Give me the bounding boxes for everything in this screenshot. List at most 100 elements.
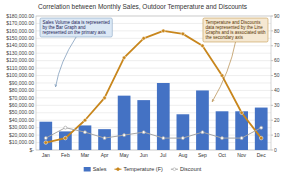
y-tick-label: $130,000.00 bbox=[6, 50, 34, 56]
y-axis: $-$10,000.00$20,000.00$30,000.00$40,000.… bbox=[6, 13, 271, 153]
bar bbox=[196, 90, 209, 150]
callout: Temperature and Discountsdata represente… bbox=[203, 18, 268, 42]
y2-tick-label: 50 bbox=[274, 72, 280, 78]
bar bbox=[177, 114, 190, 150]
point bbox=[181, 32, 185, 36]
grid-line bbox=[36, 97, 271, 98]
legend-item: Sales bbox=[84, 166, 107, 172]
x-tick-label: Jun bbox=[140, 152, 148, 158]
grid-line bbox=[36, 75, 271, 76]
y-tick-label: $- bbox=[30, 147, 35, 153]
x-tick-label: Jul bbox=[160, 152, 166, 158]
chart: $-$10,000.00$20,000.00$30,000.00$40,000.… bbox=[0, 0, 285, 177]
legend-marker bbox=[117, 168, 120, 171]
y-tick-label: $70,000.00 bbox=[9, 95, 34, 101]
legend-item: Discount bbox=[171, 166, 202, 172]
legend-swatch bbox=[84, 167, 91, 172]
x-axis: JanFebMarAprMayJunJulAugSepOctNovDec bbox=[42, 152, 266, 158]
legend-swatch bbox=[114, 169, 121, 170]
callout-text: Sales Volume data is representedby the B… bbox=[43, 20, 111, 35]
point bbox=[44, 141, 48, 145]
y-tick-label: $150,000.00 bbox=[6, 35, 34, 41]
point bbox=[161, 29, 165, 33]
plot-frame bbox=[36, 16, 271, 150]
y2-tick-label: 0 bbox=[274, 147, 277, 153]
legend-marker bbox=[173, 168, 176, 171]
plot-background bbox=[36, 16, 271, 150]
legend-label: Sales bbox=[93, 166, 107, 172]
x-tick-label: Jan bbox=[42, 152, 50, 158]
point bbox=[240, 137, 243, 140]
callout-line: represented on the primary axis bbox=[43, 30, 107, 35]
y-tick-label: $60,000.00 bbox=[9, 102, 34, 108]
point bbox=[221, 137, 224, 140]
point bbox=[83, 131, 86, 134]
point bbox=[260, 126, 263, 129]
x-tick-label: Oct bbox=[218, 152, 226, 158]
point bbox=[64, 126, 67, 129]
callout-arrow bbox=[56, 37, 77, 87]
bar bbox=[216, 111, 229, 150]
point bbox=[123, 134, 126, 137]
legend: Sales Temperature (F) Discount bbox=[84, 166, 202, 172]
y-tick-label: $140,000.00 bbox=[6, 42, 34, 48]
point bbox=[201, 44, 205, 48]
point bbox=[103, 96, 107, 100]
data-layer bbox=[39, 29, 267, 150]
point bbox=[220, 74, 224, 78]
callout: Sales Volume data is representedby the B… bbox=[40, 18, 112, 37]
x-tick-label: May bbox=[119, 152, 129, 158]
point bbox=[181, 137, 184, 140]
callout-box bbox=[40, 18, 112, 37]
x-tick-label: Mar bbox=[81, 152, 90, 158]
callout-line: the secondary axis bbox=[205, 35, 243, 40]
point bbox=[142, 37, 146, 41]
grid-line bbox=[36, 105, 271, 106]
bar bbox=[137, 100, 150, 150]
y2-tick-label: 30 bbox=[274, 102, 280, 108]
x-tick-label: Dec bbox=[257, 152, 266, 158]
y-tick-label: $160,000.00 bbox=[6, 28, 34, 34]
x-tick-label: Aug bbox=[178, 152, 187, 158]
grid-line bbox=[36, 90, 271, 91]
point bbox=[162, 137, 165, 140]
y2-tick-label: 90 bbox=[274, 13, 280, 19]
x-tick-label: Nov bbox=[237, 152, 246, 158]
legend-swatch bbox=[171, 169, 178, 170]
bar bbox=[98, 129, 111, 150]
callout-text: Temperature and Discountsdata represente… bbox=[205, 20, 266, 40]
grid-line bbox=[36, 83, 271, 84]
bar bbox=[255, 108, 268, 150]
y2-tick-label: 20 bbox=[274, 117, 280, 123]
grid-line bbox=[36, 53, 271, 54]
y2-tick-label: 70 bbox=[274, 42, 280, 48]
y-tick-label: $180,000.00 bbox=[6, 13, 34, 19]
point bbox=[142, 131, 145, 134]
y-tick-label: $50,000.00 bbox=[9, 109, 34, 115]
x-tick-label: Sep bbox=[198, 152, 207, 158]
point bbox=[44, 137, 47, 140]
y-tick-label: $30,000.00 bbox=[9, 124, 34, 130]
y2-tick-label: 10 bbox=[274, 132, 280, 138]
title: Correlation between Monthly Sales, Outdo… bbox=[38, 3, 248, 11]
point bbox=[103, 137, 106, 140]
line bbox=[46, 31, 261, 143]
y-tick-label: $80,000.00 bbox=[9, 87, 34, 93]
point bbox=[201, 131, 204, 134]
grid-line bbox=[36, 60, 271, 61]
y-tick-label: $170,000.00 bbox=[6, 20, 34, 26]
y-tick-label: $20,000.00 bbox=[9, 132, 34, 138]
y2-tick-label: 80 bbox=[274, 28, 280, 34]
legend-item: Temperature (F) bbox=[114, 166, 163, 172]
grid-line bbox=[36, 68, 271, 69]
point bbox=[259, 136, 263, 140]
bar bbox=[157, 83, 170, 150]
point bbox=[64, 136, 68, 140]
y2-tick-label: 60 bbox=[274, 57, 280, 63]
y-tick-label: $90,000.00 bbox=[9, 80, 34, 86]
legend-label: Discount bbox=[180, 166, 202, 172]
point bbox=[122, 56, 126, 60]
y-tick-label: $110,000.00 bbox=[7, 65, 35, 71]
point bbox=[83, 118, 87, 122]
y-tick-label: $120,000.00 bbox=[6, 57, 34, 63]
